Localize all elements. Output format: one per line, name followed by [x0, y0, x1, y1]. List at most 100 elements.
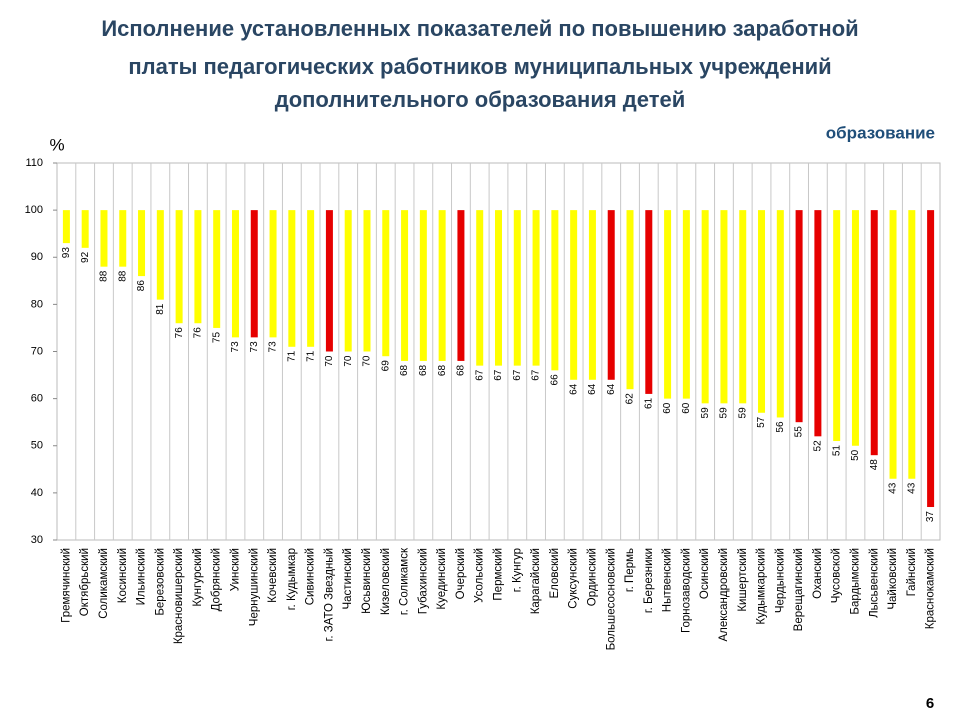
bar — [363, 210, 371, 352]
bar — [213, 210, 221, 328]
value-label: 70 — [362, 355, 373, 367]
x-tick-label: Кизеловский — [380, 548, 392, 615]
bar — [231, 210, 239, 338]
bar — [325, 210, 333, 352]
bar — [419, 210, 427, 361]
value-label: 67 — [531, 369, 542, 381]
bar — [100, 210, 108, 267]
bar — [588, 210, 596, 380]
value-label: 60 — [662, 402, 673, 414]
bar — [551, 210, 559, 371]
bar — [269, 210, 277, 338]
x-tick-label: Оханский — [812, 548, 824, 599]
value-label: 68 — [399, 364, 410, 376]
bar — [119, 210, 127, 267]
value-label: 64 — [606, 383, 617, 395]
y-tick-label: 90 — [31, 251, 43, 263]
bar — [758, 210, 766, 413]
bar — [795, 210, 803, 423]
x-tick-label: г. ЗАТО Звездный — [323, 548, 335, 641]
value-label: 67 — [493, 369, 504, 381]
x-tick-label: Пермский — [493, 548, 505, 601]
x-tick-label: Ильинский — [136, 548, 148, 605]
bar — [927, 210, 935, 508]
value-label: 86 — [136, 280, 147, 292]
x-tick-label: Лысьвенский — [868, 548, 880, 618]
y-tick-label: 70 — [31, 345, 43, 357]
bar — [288, 210, 296, 347]
x-tick-label: Сивинский — [305, 548, 317, 605]
bar — [344, 210, 352, 352]
x-tick-label: Чердынский — [774, 548, 786, 613]
x-tick-label: г. Пермь — [624, 548, 636, 592]
x-tick-label: Частинский — [342, 548, 354, 609]
value-label: 69 — [380, 360, 391, 372]
value-label: 88 — [117, 270, 128, 282]
bar — [156, 210, 164, 300]
x-tick-label: Кудымкарский — [756, 548, 768, 625]
x-tick-label: г. Соликамск — [399, 547, 411, 615]
bar — [908, 210, 916, 479]
value-label: 57 — [756, 416, 767, 428]
x-tick-label: Уинский — [230, 548, 242, 591]
value-label: 71 — [286, 350, 297, 362]
value-label: 81 — [155, 303, 166, 315]
x-tick-label: Красновишерский — [173, 548, 185, 644]
y-tick-label: 80 — [31, 298, 43, 310]
bar — [476, 210, 484, 366]
x-tick-label: Горнозаводский — [680, 548, 692, 633]
x-tick-label: Березовский — [154, 548, 166, 616]
bar — [138, 210, 146, 277]
value-label: 73 — [249, 341, 260, 353]
value-label: 71 — [305, 350, 316, 362]
chart-title: платы педагогических работников муниципа… — [128, 54, 831, 79]
bar — [382, 210, 390, 357]
value-label: 76 — [174, 327, 185, 339]
x-tick-label: Александровский — [718, 548, 730, 642]
bar — [814, 210, 822, 437]
bar — [62, 210, 70, 244]
x-tick-label: Суксунский — [568, 548, 580, 609]
value-label: 51 — [831, 445, 842, 457]
value-label: 61 — [643, 397, 654, 409]
value-label: 68 — [418, 364, 429, 376]
x-tick-label: Кочевский — [267, 548, 279, 603]
x-tick-label: Краснокамский — [925, 548, 937, 629]
x-tick-label: Юсьвинский — [361, 548, 373, 614]
x-tick-label: г. Кудымкар — [286, 548, 298, 610]
value-label: 92 — [80, 251, 91, 263]
value-label: 48 — [869, 459, 880, 471]
x-tick-label: г. Березники — [643, 548, 655, 613]
bar — [457, 210, 465, 361]
bar — [851, 210, 859, 446]
value-label: 55 — [794, 426, 805, 438]
value-label: 60 — [681, 402, 692, 414]
x-tick-label: Соликамский — [98, 548, 110, 619]
bar — [401, 210, 409, 361]
value-label: 67 — [474, 369, 485, 381]
value-label: 68 — [437, 364, 448, 376]
bar — [607, 210, 615, 380]
x-tick-label: Чайковский — [887, 548, 899, 610]
bar — [81, 210, 89, 248]
value-label: 70 — [324, 355, 335, 367]
value-label: 75 — [211, 332, 222, 344]
value-label: 56 — [775, 421, 786, 433]
bar — [250, 210, 258, 338]
x-tick-label: Чернушинский — [248, 548, 260, 626]
x-tick-label: Добрянский — [211, 548, 223, 611]
bar — [307, 210, 315, 347]
y-tick-label: 110 — [25, 157, 43, 169]
value-label: 59 — [719, 407, 730, 419]
y-tick-label: 100 — [25, 204, 43, 216]
value-label: 67 — [512, 369, 523, 381]
value-label: 66 — [550, 374, 561, 386]
value-label: 43 — [888, 482, 899, 494]
x-tick-label: Нытвенский — [662, 548, 674, 612]
x-tick-label: Кунгурский — [192, 548, 204, 607]
bar — [720, 210, 728, 404]
bar — [626, 210, 634, 390]
x-tick-label: Чусовской — [831, 548, 843, 603]
y-axis-label: % — [49, 135, 64, 154]
bar — [664, 210, 672, 399]
